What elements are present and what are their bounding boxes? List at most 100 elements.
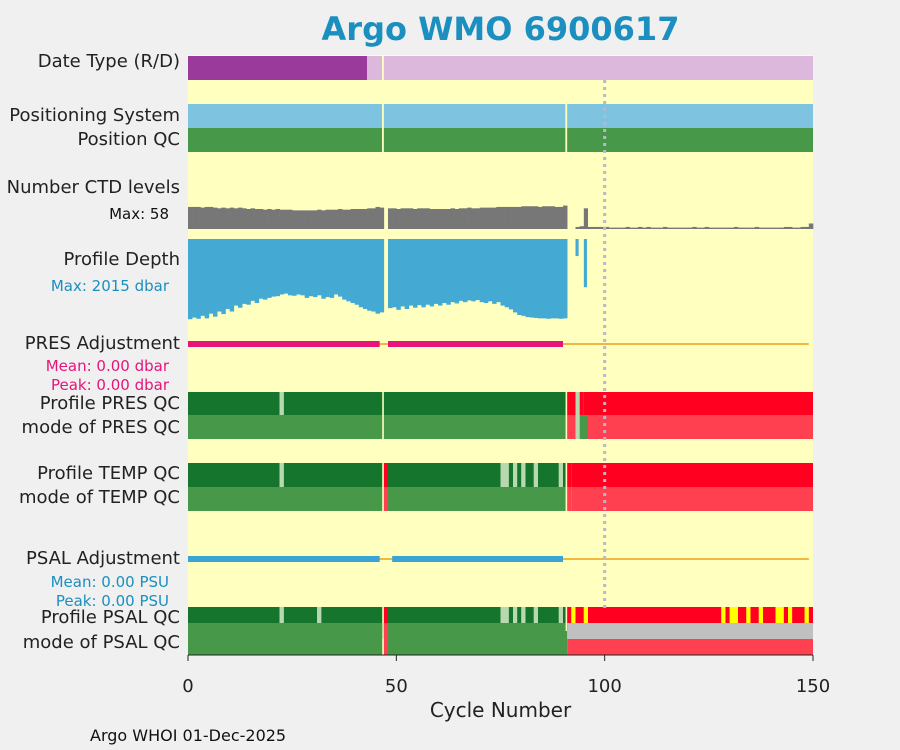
profile-depth-bar	[550, 239, 555, 319]
ctd-level-bar	[704, 226, 710, 229]
ctd-level-bar	[296, 210, 301, 229]
mode-psal-qc-segment	[188, 631, 383, 655]
profile-depth-bar	[367, 239, 372, 311]
label-mode-pres-qc: mode of PRES QC	[21, 417, 180, 438]
profile-depth-bar	[513, 239, 518, 313]
profile-depth-bar	[271, 239, 276, 297]
profile-psal-qc-segment	[513, 607, 518, 631]
ctd-level-bar	[225, 208, 230, 229]
label-profile-psal-qc: Profile PSAL QC	[40, 607, 180, 628]
ctd-level-bar	[458, 208, 464, 229]
profile-depth-bar	[292, 239, 297, 296]
ctd-level-bar	[213, 207, 218, 229]
profile-depth-bar	[446, 239, 451, 305]
profile-psal-qc-segment	[729, 607, 738, 631]
profile-pres-qc-segment	[575, 392, 580, 415]
mode-psal-qc-segment	[388, 631, 568, 655]
ctd-level-bar	[658, 227, 664, 229]
mode-temp-qc-segment	[383, 487, 388, 511]
ctd-level-bar	[508, 206, 514, 229]
ctd-level-bar	[558, 206, 564, 229]
mode-pres-qc-segment	[567, 415, 576, 439]
profile-depth-bar	[279, 239, 285, 295]
profile-depth-bar	[417, 239, 422, 306]
ctd-level-bar	[717, 227, 722, 229]
ctd-level-bar	[613, 227, 618, 229]
ctd-level-bar	[329, 209, 335, 229]
ctd-level-bar	[583, 208, 588, 229]
ctd-level-bar	[200, 207, 205, 229]
ctd-level-bar	[625, 226, 630, 229]
ctd-level-bar	[217, 208, 222, 229]
profile-depth-bar	[392, 239, 397, 308]
ctd-level-bar	[483, 207, 489, 229]
pres-peak-note: Peak: 0.00 dbar	[50, 376, 169, 394]
profile-depth-bar	[250, 239, 255, 301]
ctd-level-bar	[371, 208, 376, 229]
profile-depth-bar	[233, 239, 239, 306]
label-positioning-system: Positioning System	[9, 105, 180, 126]
position-qc-segment	[188, 128, 383, 152]
ctd-level-bar	[742, 227, 747, 229]
ctd-level-bar	[754, 226, 760, 229]
profile-psal-qc-segment	[567, 607, 572, 631]
ctd-level-bar	[304, 210, 310, 229]
ctd-level-bar	[779, 227, 785, 229]
ctd-level-bar	[696, 227, 701, 229]
profile-depth-bar	[304, 239, 310, 298]
ctd-level-bar	[300, 210, 305, 229]
ctd-level-bar	[421, 208, 426, 229]
profile-depth-bar	[267, 239, 272, 298]
profile-depth-bar	[450, 239, 455, 303]
profile-temp-qc-segment	[571, 463, 813, 487]
profile-depth-bar	[379, 239, 385, 313]
profile-depth-bar	[563, 239, 568, 319]
ctd-level-bar	[679, 227, 685, 229]
profile-depth-bar	[475, 239, 480, 301]
profile-depth-bar	[438, 239, 443, 306]
ctd-level-bar	[721, 227, 726, 229]
ctd-level-bar	[513, 206, 518, 229]
ctd-level-bar	[346, 209, 351, 229]
profile-temp-qc-segment	[525, 463, 534, 487]
profile-depth-bar	[508, 239, 514, 310]
profile-temp-qc-segment	[383, 463, 388, 487]
ctd-level-bar	[363, 209, 368, 229]
profile-depth-bar	[204, 239, 210, 319]
ctd-level-bar	[375, 206, 380, 229]
profile-temp-qc-segment	[521, 463, 526, 487]
profile-temp-qc-segment	[388, 463, 501, 487]
profile-pres-qc-segment	[567, 392, 576, 415]
ctd-level-bar	[763, 227, 768, 229]
ctd-level-bar	[633, 227, 639, 229]
ctd-level-bar	[271, 209, 276, 229]
profile-pres-qc-segment	[583, 392, 813, 415]
profile-depth-bar	[313, 239, 318, 298]
ctd-level-bar	[596, 226, 601, 229]
profile-depth-bar	[338, 239, 343, 297]
ctd-level-bar	[358, 209, 364, 229]
ctd-level-bar	[700, 227, 705, 229]
label-pres-adjustment: PRES Adjustment	[24, 333, 180, 354]
ctd-level-bar	[521, 206, 526, 229]
profile-temp-qc-segment	[513, 463, 518, 487]
ctd-level-bar	[221, 207, 226, 229]
profile-depth-bar	[246, 239, 251, 305]
ctd-level-bar	[525, 206, 530, 229]
profile-psal-qc-segment	[758, 607, 763, 631]
x-axis	[187, 654, 814, 661]
profile-depth-bar	[525, 239, 530, 318]
ctd-level-bar	[621, 227, 626, 229]
ctd-level-bar	[546, 206, 551, 229]
ctd-level-bar	[746, 227, 751, 229]
profile-depth-bar	[542, 239, 547, 319]
ctd-level-bar	[783, 226, 789, 229]
profile-depth-bar	[354, 239, 360, 305]
chart-marks	[188, 56, 814, 655]
ctd-level-bar	[338, 209, 343, 229]
profile-depth-bar	[538, 239, 543, 319]
ctd-level-bar	[725, 227, 730, 229]
profile-depth-bar	[404, 239, 410, 309]
ctd-level-bar	[713, 227, 718, 229]
profile-depth-bar	[296, 239, 301, 295]
